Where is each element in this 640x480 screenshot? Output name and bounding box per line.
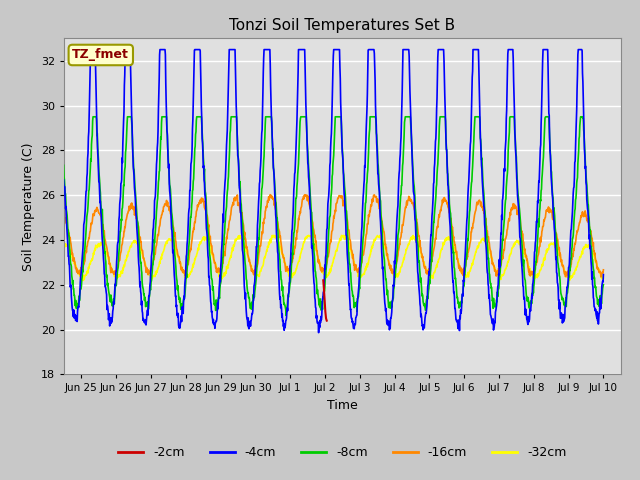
X-axis label: Time: Time xyxy=(327,399,358,412)
Legend: -2cm, -4cm, -8cm, -16cm, -32cm: -2cm, -4cm, -8cm, -16cm, -32cm xyxy=(113,441,572,464)
Y-axis label: Soil Temperature (C): Soil Temperature (C) xyxy=(22,142,35,271)
Title: Tonzi Soil Temperatures Set B: Tonzi Soil Temperatures Set B xyxy=(229,18,456,33)
Text: TZ_fmet: TZ_fmet xyxy=(72,48,129,61)
